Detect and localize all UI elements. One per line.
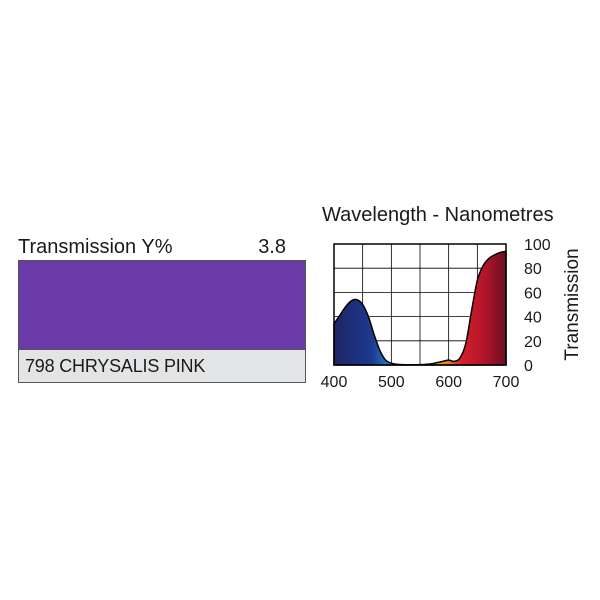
x-tick-label: 700 — [493, 374, 520, 391]
y-tick-label: 40 — [524, 310, 542, 327]
x-tick-label: 600 — [435, 374, 462, 391]
transmission-value: 3.8 — [258, 236, 286, 258]
filter-name: 798 CHRYSALIS PINK — [25, 355, 206, 376]
filter-swatch-panel: Transmission Y% 3.8 798 CHRYSALIS PINK — [18, 232, 306, 383]
x-tick-label: 400 — [321, 374, 348, 391]
y-tick-label: 60 — [524, 285, 542, 302]
y-tick-label: 80 — [524, 261, 542, 278]
y-tick-label: 20 — [524, 334, 542, 351]
plot-frame — [333, 243, 507, 366]
x-tick-label: 500 — [378, 374, 405, 391]
y-axis-label: Transmission — [562, 248, 583, 360]
filter-name-bar: 798 CHRYSALIS PINK — [18, 349, 306, 383]
y-tick-label: 100 — [524, 237, 551, 254]
transmission-row: Transmission Y% 3.8 — [18, 232, 306, 260]
color-swatch — [18, 260, 306, 349]
y-tick-label: 0 — [524, 358, 533, 375]
chart-title: Wavelength - Nanometres — [322, 204, 554, 226]
transmission-label: Transmission Y% — [18, 236, 173, 258]
